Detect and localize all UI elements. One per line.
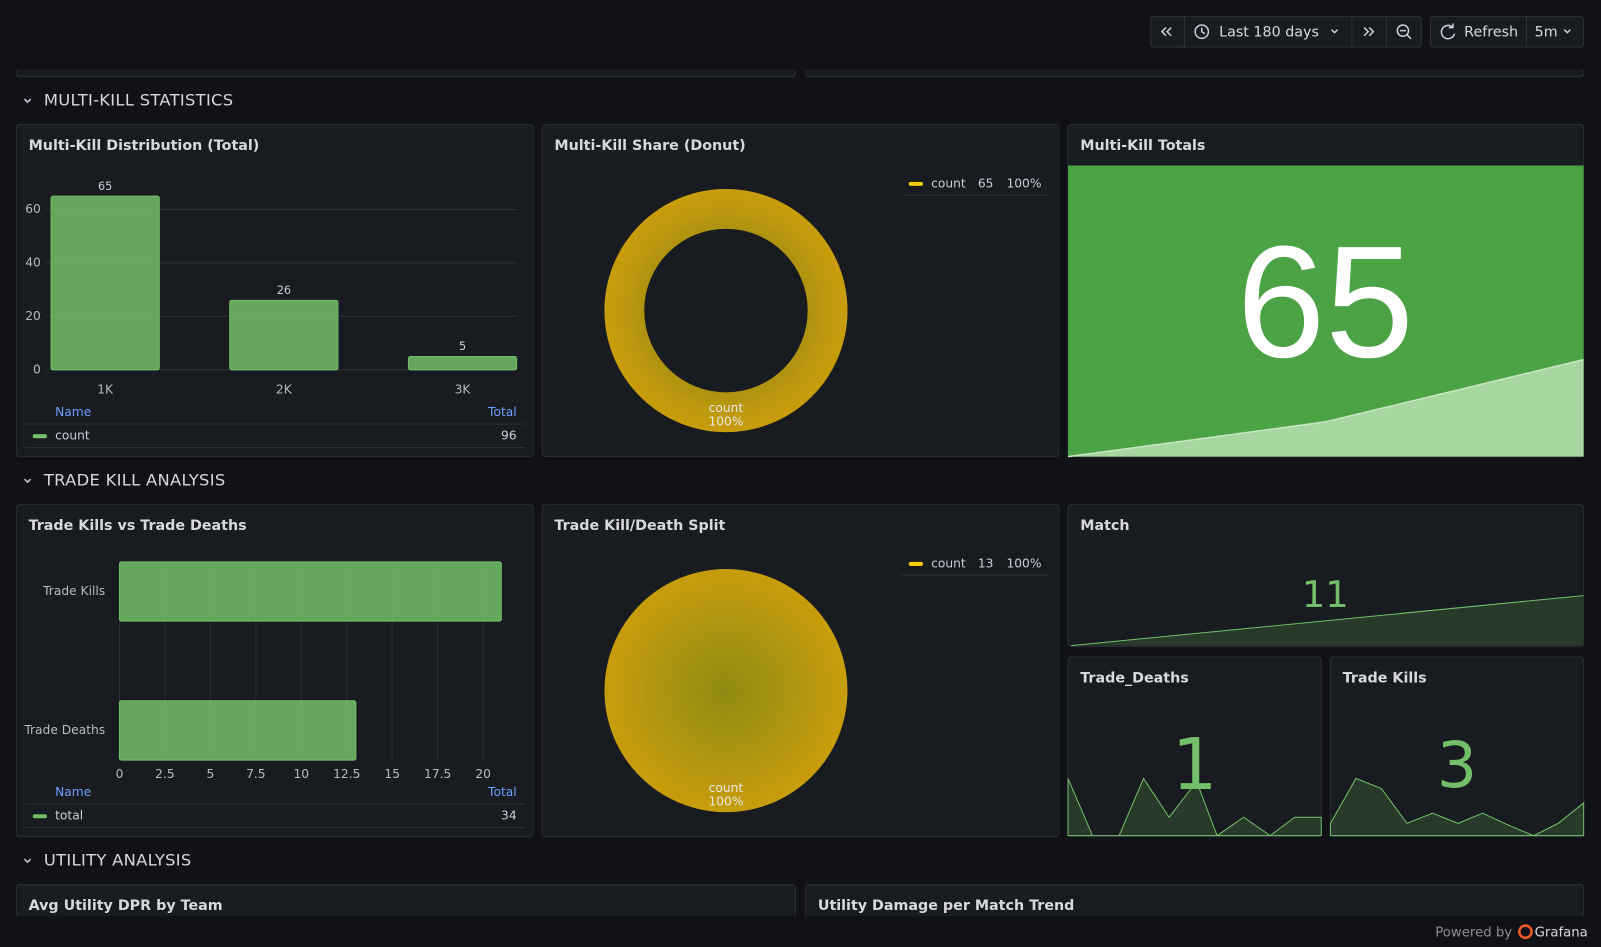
time-controls: Last 180 days Refresh 5m [1150,15,1585,48]
panel [15,504,534,838]
bar [118,561,502,622]
dropdown-caret [1330,29,1339,34]
stat-value: 3 [1437,728,1477,802]
bar [229,299,339,371]
zoom-out-button[interactable] [1396,24,1410,38]
legend-share: 100% [1006,176,1041,190]
x-tick-label: 1K [97,383,114,397]
y-tick-label: 60 [25,202,41,216]
panel-title: Trade Kills vs Trade Deaths [29,518,247,534]
legend-header: Total [487,785,517,799]
slice-label: count [709,781,744,795]
sparkline-line [1067,358,1584,458]
stat-value: 11 [1302,573,1349,616]
bar [50,195,160,371]
shift-back-button[interactable] [1160,27,1172,37]
x-tick-label: 5 [206,767,214,781]
legend-label: count [55,429,90,443]
slice-share: 100% [708,414,743,428]
panel-title: Multi-Kill Totals [1080,138,1205,154]
y-tick-label: Trade Kills [42,584,105,598]
panel-title: Utility Damage per Match Trend [818,898,1075,914]
footer-text: Powered by [1435,926,1512,941]
legend-label: total [55,809,83,823]
bar [407,355,518,371]
x-tick-label: 20 [475,767,491,781]
y-tick-label: 20 [25,309,41,323]
sparkline [1068,359,1584,457]
donut-hole [644,228,808,393]
bar [118,700,357,761]
panel [1329,656,1585,838]
stat-value: 65 [1237,213,1414,391]
legend-header: Name [55,405,91,419]
time-range-picker[interactable]: Last 180 days [1219,25,1319,41]
x-tick-label: 17.5 [424,767,451,781]
legend-total: 34 [501,809,517,823]
panel-title: Trade Kills [1343,670,1427,686]
legend-value: 13 [978,556,994,570]
panel-title: Avg Utility DPR by Team [29,898,223,914]
section-title[interactable]: UTILITY ANALYSIS [44,851,192,870]
legend-value: 65 [978,176,994,190]
time-group [1150,15,1422,48]
refresh-button[interactable]: Refresh [1464,25,1518,41]
data-label: 5 [459,340,466,353]
y-tick-label: Trade Deaths [23,723,105,737]
shift-forward-button[interactable] [1363,27,1375,37]
x-tick-label: 0 [116,767,124,781]
grafana-logo [1518,924,1533,940]
panel-title: Trade_Deaths [1080,670,1189,686]
collapse-icon[interactable] [23,858,32,864]
legend-swatch [908,181,924,186]
section-title[interactable]: TRADE KILL ANALYSIS [43,471,226,490]
slice-share: 100% [708,794,743,808]
legend-label: count [931,556,966,570]
pie-slice [604,569,848,813]
footer-brand: Grafana [1535,926,1588,941]
y-tick-label: 40 [25,255,41,269]
x-tick-label: 3K [455,383,472,397]
x-tick-label: 15 [384,767,400,781]
sparkline [1067,777,1322,837]
x-tick-label: 2K [276,383,293,397]
panel-title: Multi-Kill Distribution (Total) [29,138,260,154]
legend-swatch [32,814,47,819]
legend-header: Total [487,405,517,419]
legend-header: Name [55,785,91,799]
x-tick-label: 10 [294,767,310,781]
legend-swatch [32,434,47,439]
stat-value: 1 [1172,723,1217,806]
dropdown-caret [1563,29,1571,34]
panel-title: Multi-Kill Share (Donut) [554,138,745,154]
refresh-icon [1440,23,1456,40]
clock-hands [1201,27,1206,35]
panel-title: Match [1080,518,1129,534]
collapse-icon[interactable] [23,478,32,484]
clock-icon [1194,24,1210,40]
x-tick-label: 12.5 [333,767,360,781]
sparkline-line [1071,595,1584,647]
x-tick-label: 2.5 [155,767,174,781]
y-tick-label: 0 [33,362,41,376]
x-tick-label: 7.5 [246,767,265,781]
slice-label: count [709,401,744,415]
legend-label: count [931,176,966,190]
legend-total: 96 [501,429,517,443]
refresh-interval[interactable]: 5m [1535,25,1558,41]
section-title[interactable]: MULTI-KILL STATISTICS [44,91,234,110]
panel [1067,656,1322,838]
data-label: 26 [277,284,291,297]
panel-title: Trade Kill/Death Split [554,518,725,534]
legend-swatch [908,561,924,566]
zoom-icon [1399,29,1412,40]
refresh-group [1429,15,1585,48]
footer [0,916,1601,947]
collapse-icon[interactable] [23,98,32,104]
data-label: 65 [98,180,112,193]
sparkline [1329,777,1585,837]
legend-share: 100% [1006,556,1041,570]
